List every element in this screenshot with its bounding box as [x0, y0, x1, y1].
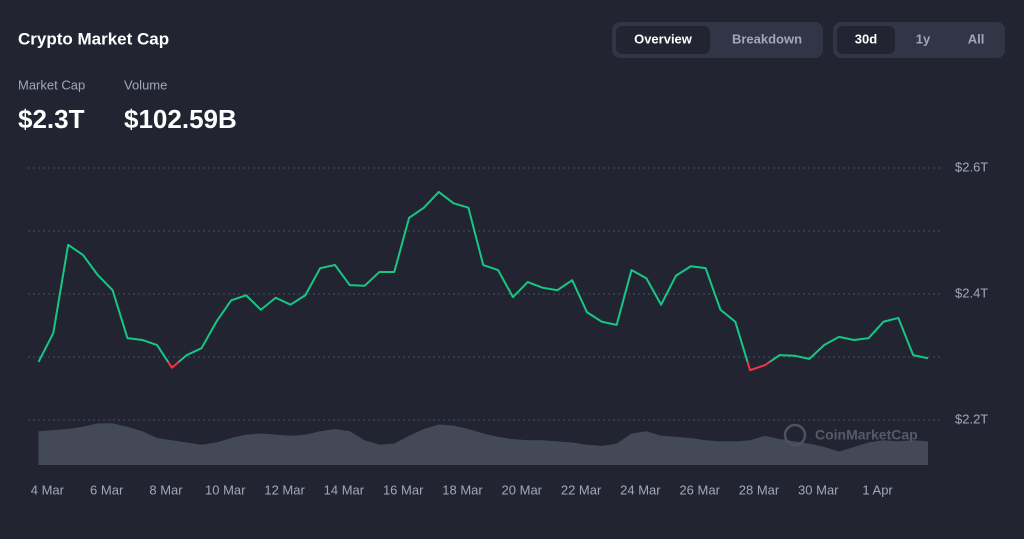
tab[interactable]: 1y: [916, 31, 931, 46]
tab[interactable]: All: [968, 31, 985, 46]
x-tick-label: 10 Mar: [205, 482, 246, 497]
watermark: CoinMarketCap: [815, 427, 918, 443]
x-tick-label: 4 Mar: [31, 482, 65, 497]
market-cap-line: [37, 190, 929, 372]
x-tick-label: 30 Mar: [798, 482, 839, 497]
tab[interactable]: Breakdown: [732, 31, 802, 46]
x-tick-label: 18 Mar: [442, 482, 483, 497]
tab[interactable]: Overview: [634, 31, 693, 46]
title: Crypto Market Cap: [18, 29, 169, 48]
x-tick-label: 20 Mar: [502, 482, 543, 497]
x-tick-label: 24 Mar: [620, 482, 661, 497]
stat-value: $102.59B: [124, 104, 237, 134]
y-tick-label: $2.6T: [955, 159, 988, 174]
x-tick-label: 8 Mar: [149, 482, 183, 497]
x-tick-label: 26 Mar: [679, 482, 720, 497]
x-tick-label: 1 Apr: [862, 482, 893, 497]
x-tick-label: 12 Mar: [264, 482, 305, 497]
y-tick-label: $2.2T: [955, 411, 988, 426]
x-tick-label: 14 Mar: [324, 482, 365, 497]
x-tick-label: 16 Mar: [383, 482, 424, 497]
x-tick-label: 22 Mar: [561, 482, 602, 497]
active-tab: [837, 26, 895, 54]
x-tick-label: 6 Mar: [90, 482, 124, 497]
stat-value: $2.3T: [18, 104, 85, 134]
stat-label: Market Cap: [18, 77, 85, 92]
stat-label: Volume: [124, 77, 167, 92]
x-tick-label: 28 Mar: [739, 482, 780, 497]
y-tick-label: $2.4T: [955, 285, 988, 300]
active-tab: [616, 26, 710, 54]
volume-area: [38, 423, 928, 465]
tab[interactable]: 30d: [855, 31, 877, 46]
